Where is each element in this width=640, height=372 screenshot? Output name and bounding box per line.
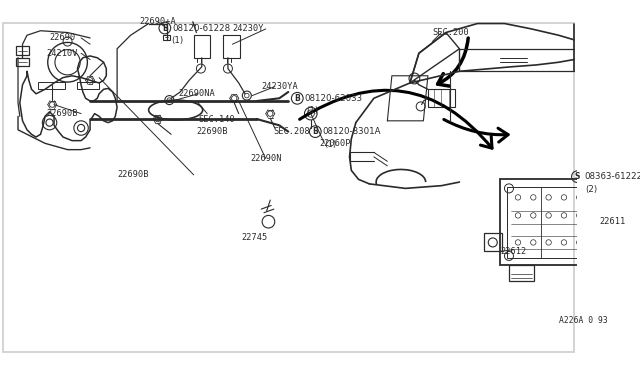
Bar [77, 82, 99, 89]
Text: 22690+A: 22690+A [140, 17, 177, 26]
Text: 22690: 22690 [49, 33, 76, 42]
Bar [428, 89, 455, 107]
Text: 22690B: 22690B [117, 170, 148, 179]
Text: (2): (2) [586, 185, 598, 194]
Text: 22612: 22612 [500, 247, 526, 256]
Bar [500, 179, 630, 265]
Text: 22611: 22611 [599, 217, 625, 226]
Text: SEC.200: SEC.200 [433, 28, 469, 37]
Text: 22690NA: 22690NA [179, 89, 215, 98]
Text: S: S [575, 172, 580, 181]
Bar [194, 35, 210, 58]
Bar [628, 233, 640, 251]
FancyArrowPatch shape [444, 119, 508, 142]
Bar [507, 187, 623, 258]
Text: 22745: 22745 [241, 233, 268, 243]
Text: (1): (1) [171, 36, 183, 45]
Text: B: B [312, 127, 318, 136]
Text: A226A 0 93: A226A 0 93 [559, 316, 607, 325]
Text: 08120-62033: 08120-62033 [305, 94, 363, 103]
Text: (1): (1) [324, 140, 337, 149]
Text: 08363-61222: 08363-61222 [585, 172, 640, 181]
Bar [484, 233, 502, 251]
Text: 24210V: 24210V [47, 49, 78, 58]
Text: 24230YA: 24230YA [261, 82, 298, 91]
Text: 22690N: 22690N [250, 154, 282, 163]
Bar [16, 58, 29, 66]
FancyArrowPatch shape [438, 38, 468, 86]
Text: SEC.140: SEC.140 [198, 115, 235, 124]
Text: 22690B: 22690B [47, 109, 78, 118]
Text: (1): (1) [307, 106, 319, 115]
Bar [163, 35, 170, 40]
Bar [38, 82, 65, 89]
Bar [223, 35, 239, 58]
Text: B: B [162, 23, 168, 32]
Text: 22690B: 22690B [196, 127, 228, 136]
Text: SEC.208: SEC.208 [273, 127, 310, 136]
Text: 24230Y: 24230Y [232, 25, 264, 33]
Bar [509, 265, 534, 281]
Bar [16, 46, 29, 55]
Text: B: B [294, 94, 300, 103]
FancyArrowPatch shape [300, 90, 492, 148]
Text: 08120-61228: 08120-61228 [172, 23, 230, 32]
Text: 08120-8301A: 08120-8301A [323, 127, 381, 136]
Text: 22060P: 22060P [320, 139, 351, 148]
Bar [605, 265, 630, 279]
